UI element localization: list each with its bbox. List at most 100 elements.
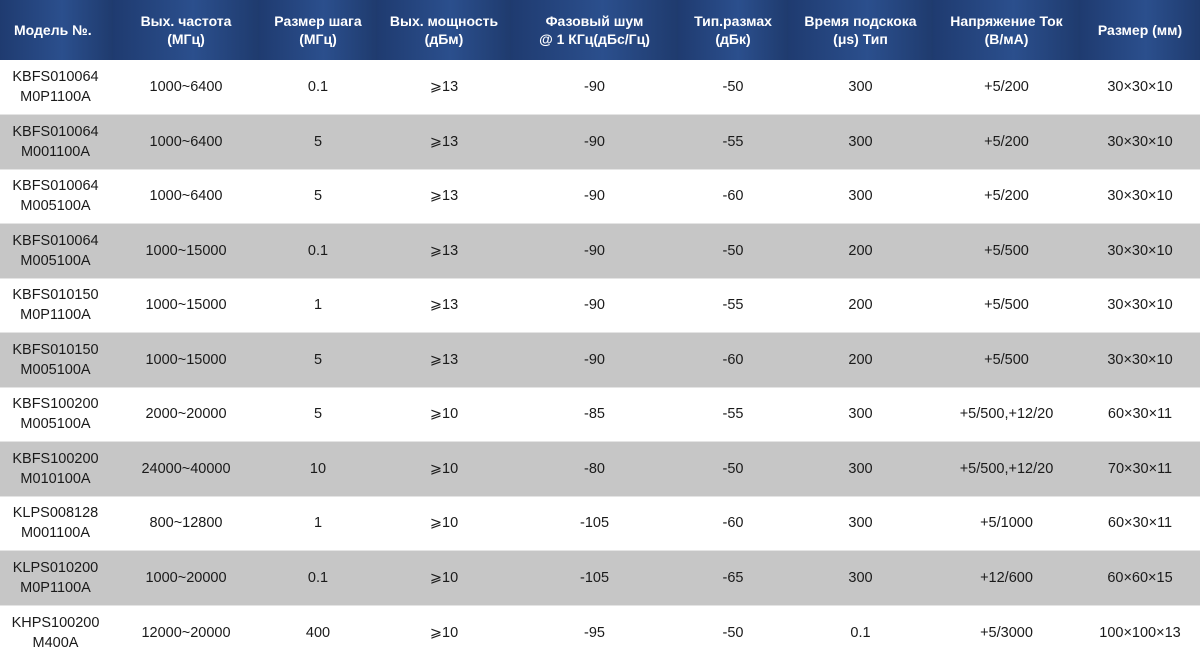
cell-power: ⩾10 — [377, 441, 511, 496]
col-header-size-line1: Размер (мм) — [1097, 22, 1183, 38]
cell-size: 30×30×10 — [1080, 277, 1200, 333]
col-header-spur: Тип.размах (дБк) — [678, 0, 788, 60]
model-line2: M0P1100A — [20, 89, 91, 105]
cell-phase-noise: -80 — [511, 441, 678, 496]
col-header-frequency: Вых. частота (МГц) — [113, 0, 259, 60]
col-header-size: Размер (мм) — [1080, 0, 1200, 60]
col-header-spur-line1: Тип.размах — [694, 13, 772, 29]
model-line2: M001100A — [20, 143, 91, 160]
cell-spur: -55 — [678, 114, 788, 169]
cell-hop-time: 300 — [788, 495, 933, 551]
cell-step: 0.1 — [307, 79, 329, 95]
cell-model: KBFS100200 M005100A — [0, 386, 113, 442]
model-line1: KBFS010064 — [12, 123, 99, 140]
cell-frequency: 1000~6400 — [149, 79, 223, 95]
col-header-model: Модель №. — [0, 0, 113, 60]
header-row: Модель №. Вых. частота (МГц) Размер шага… — [0, 0, 1200, 60]
cell-frequency: 1000~20000 — [113, 550, 259, 605]
model-line1: KLPS008128 — [12, 505, 99, 522]
table-row: KBFS010064 M005100A 1000~6400 5 ⩾13 -90 -… — [0, 168, 1200, 224]
cell-phase-noise: -85 — [511, 386, 678, 442]
cell-power: ⩾10 — [377, 386, 511, 442]
cell-step: 10 — [259, 441, 377, 496]
cell-phase-noise: -90 — [584, 79, 605, 95]
cell-power: ⩾13 — [377, 114, 511, 169]
cell-spur: -60 — [678, 168, 788, 224]
cell-step: 0.1 — [259, 550, 377, 605]
col-header-hop-time-line2: (μs) Тип — [833, 31, 888, 47]
model-line2: M0P1100A — [20, 307, 91, 324]
cell-frequency: 1000~6400 — [113, 114, 259, 169]
cell-phase-noise: -95 — [511, 604, 678, 660]
cell-model: KLPS010200 M0P1100A — [0, 550, 113, 605]
cell-voltage-current: +12/600 — [933, 550, 1080, 605]
cell-power: ⩾10 — [377, 604, 511, 660]
cell-size: 60×60×15 — [1080, 550, 1200, 605]
model-line1: KBFS010150 — [12, 287, 99, 304]
model-line2: M005100A — [20, 361, 91, 378]
cell-phase-noise: -105 — [511, 495, 678, 551]
table-row: KBFS100200 M005100A 2000~20000 5 ⩾10 -85 … — [0, 386, 1200, 442]
cell-phase-noise: -90 — [511, 168, 678, 224]
cell-step: 5 — [259, 386, 377, 442]
cell-step: 5 — [259, 168, 377, 224]
cell-size: 70×30×11 — [1080, 441, 1200, 496]
cell-power: ⩾13 — [377, 168, 511, 224]
cell-power: ⩾13 — [429, 79, 459, 95]
col-header-phase-noise: Фазовый шум @ 1 КГц(дБс/Гц) — [511, 0, 678, 60]
table-row: KBFS100200 M010100A 24000~40000 10 ⩾10 -8… — [0, 441, 1200, 496]
cell-spur: -60 — [678, 495, 788, 551]
col-header-voltage-current-line1: Напряжение Ток — [950, 13, 1063, 29]
cell-phase-noise: -90 — [511, 114, 678, 169]
cell-hop-time: 200 — [788, 223, 933, 278]
col-header-phase-noise-line2: @ 1 КГц(дБс/Гц) — [539, 31, 650, 47]
cell-step: 0.1 — [259, 223, 377, 278]
cell-hop-time: 300 — [788, 168, 933, 224]
cell-size: 30×30×10 — [1107, 79, 1173, 95]
cell-voltage-current: +5/500 — [933, 332, 1080, 387]
cell-hop-time: 300 — [788, 441, 933, 496]
cell-frequency: 1000~15000 — [113, 277, 259, 333]
cell-spur: -55 — [678, 386, 788, 442]
model-line1: KBFS100200 — [12, 396, 99, 413]
cell-spur: -55 — [678, 277, 788, 333]
model-line2: M005100A — [20, 198, 91, 215]
cell-hop-time: 300 — [788, 114, 933, 169]
cell-size: 100×100×13 — [1080, 604, 1200, 660]
table-row: KBFS010064 M005100A 1000~15000 0.1 ⩾13 -9… — [0, 223, 1200, 278]
cell-spur: -50 — [678, 223, 788, 278]
cell-frequency: 1000~15000 — [113, 223, 259, 278]
col-header-step-line2: (МГц) — [299, 31, 337, 47]
cell-hop-time: 0.1 — [788, 604, 933, 660]
cell-phase-noise: -105 — [511, 550, 678, 605]
cell-power: ⩾13 — [377, 277, 511, 333]
model-line1: KBFS010064 — [12, 232, 99, 249]
cell-voltage-current: +5/1000 — [933, 495, 1080, 551]
cell-step: 5 — [259, 332, 377, 387]
cell-frequency: 800~12800 — [113, 495, 259, 551]
cell-step: 1 — [259, 495, 377, 551]
cell-phase-noise: -90 — [511, 223, 678, 278]
cell-voltage-current: +5/500,+12/20 — [933, 441, 1080, 496]
cell-size: 60×30×11 — [1080, 495, 1200, 551]
table-row: KBFS010064 M0P1100A 1000~6400 0.1 ⩾13 -90… — [0, 60, 1200, 115]
cell-power: ⩾13 — [377, 223, 511, 278]
cell-step: 1 — [259, 277, 377, 333]
cell-voltage-current: +5/200 — [933, 114, 1080, 169]
cell-power: ⩾10 — [377, 495, 511, 551]
cell-model: KBFS010064 M0P1100A — [0, 60, 113, 115]
cell-spur: -50 — [678, 441, 788, 496]
col-header-phase-noise-line1: Фазовый шум — [545, 13, 644, 29]
model-line1: KHPS100200 — [11, 614, 100, 631]
cell-voltage-current: +5/200 — [933, 168, 1080, 224]
col-header-hop-time-line1: Время подскока — [804, 13, 917, 29]
cell-model: KBFS100200 M010100A — [0, 441, 113, 496]
table-row: KBFS010150 M0P1100A 1000~15000 1 ⩾13 -90 … — [0, 277, 1200, 333]
col-header-power: Вых. мощность (дБм) — [377, 0, 511, 60]
cell-size: 30×30×10 — [1080, 223, 1200, 278]
model-line2: M400A — [32, 634, 79, 651]
cell-spur: -65 — [678, 550, 788, 605]
cell-spur: -50 — [678, 604, 788, 660]
table-row: KHPS100200 M400A 12000~20000 400 ⩾10 -95 … — [0, 604, 1200, 660]
